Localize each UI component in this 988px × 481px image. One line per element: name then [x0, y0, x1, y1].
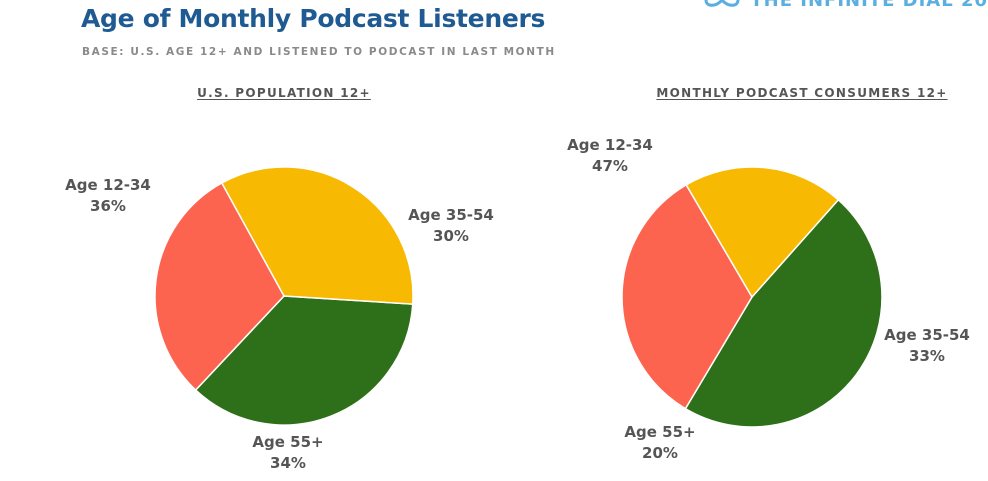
pie-2-label-name-age-55-plus: Age 55+ [624, 423, 695, 441]
pie-2-title: MONTHLY PODCAST CONSUMERS 12+ [656, 86, 948, 100]
brand-text: THE INFINITE DIAL 20 [750, 0, 988, 11]
page-subtitle: BASE: U.S. AGE 12+ AND LISTENED TO PODCA… [82, 46, 556, 58]
pie-2-label-name-age-12-34: Age 12-34 [567, 136, 653, 154]
pie-2-label-value-age-35-54: 33% [909, 347, 945, 365]
pie-1-label-value-age-55-plus: 34% [270, 454, 306, 472]
pie-1-label-age-35-54: Age 35-54 30% [408, 206, 494, 245]
pie-1-title: U.S. POPULATION 12+ [197, 86, 371, 100]
pie-2-slice-age-35-54 [621, 183, 753, 410]
pie-1-label-value-age-35-54: 30% [433, 227, 469, 245]
pie-2-slice-age-55-plus [685, 166, 840, 299]
pie-2-label-value-age-55-plus: 20% [642, 444, 678, 462]
pie-1-slice-age-35-54 [154, 181, 285, 392]
page-title: Age of Monthly Podcast Listeners [81, 4, 546, 33]
pie-1-slice-age-55-plus [220, 166, 414, 305]
pie-1-label-age-12-34: Age 12-34 36% [65, 176, 151, 215]
pie-2-label-value-age-12-34: 47% [592, 157, 628, 175]
pie-1-slice-age-12-34 [194, 295, 414, 426]
pie-1-label-age-55-plus: Age 55+ 34% [252, 433, 323, 472]
pie-2-label-age-35-54: Age 35-54 33% [884, 326, 970, 365]
infinite-dial-logo-icon [704, 0, 740, 7]
pie-1-label-value-age-12-34: 36% [90, 197, 126, 215]
pie-2-slice-age-12-34 [684, 198, 883, 428]
pie-2-label-name-age-35-54: Age 35-54 [884, 326, 970, 344]
pie-2-label-age-55-plus: Age 55+ 20% [624, 423, 695, 462]
pie-1-label-name-age-35-54: Age 35-54 [408, 206, 494, 224]
pie-1-label-name-age-55-plus: Age 55+ [252, 433, 323, 451]
pie-2-label-age-12-34: Age 12-34 47% [567, 136, 653, 175]
brand-logo: THE INFINITE DIAL 20 [702, 0, 988, 11]
pie-1-label-name-age-12-34: Age 12-34 [65, 176, 151, 194]
